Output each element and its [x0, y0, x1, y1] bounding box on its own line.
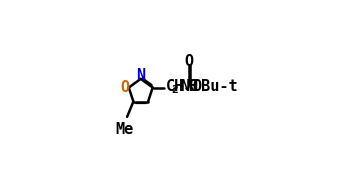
Text: NH: NH — [180, 79, 198, 94]
Text: OBu-t: OBu-t — [192, 79, 238, 94]
Text: O: O — [185, 54, 194, 69]
Text: Me: Me — [115, 123, 134, 137]
Text: C: C — [188, 79, 197, 94]
Text: CH: CH — [166, 79, 184, 94]
Text: N: N — [136, 68, 145, 83]
Text: O: O — [121, 80, 130, 95]
Text: 2: 2 — [171, 85, 178, 95]
